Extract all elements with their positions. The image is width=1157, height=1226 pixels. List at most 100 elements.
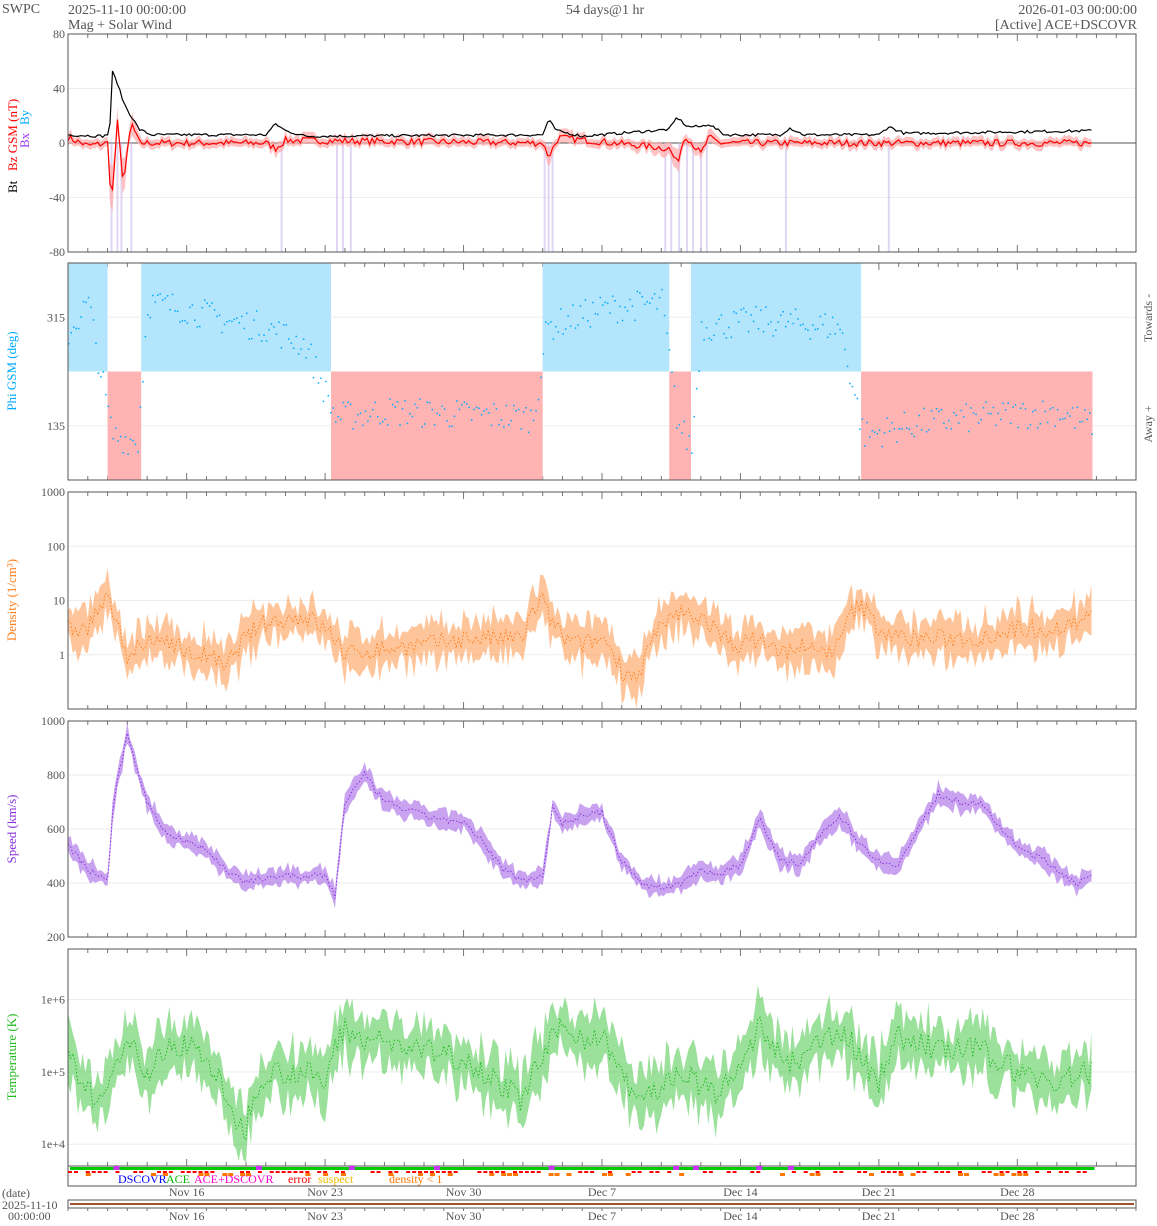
phi-point [1074, 427, 1076, 429]
phi-point [1014, 404, 1017, 406]
phi-point [406, 422, 409, 425]
phi-point [953, 411, 955, 414]
phi-point [1076, 406, 1079, 408]
phi-point [283, 324, 285, 326]
phi-point [310, 343, 312, 346]
phi-point [510, 419, 513, 422]
phi-point [527, 431, 530, 434]
phi-point [641, 295, 644, 298]
phi-point [1061, 418, 1064, 420]
temperature-points [67, 1016, 1092, 1141]
temperature-range [68, 985, 1092, 1163]
phi-point [144, 335, 147, 338]
sector-towards [141, 263, 332, 372]
y-tick-label: 1000 [41, 485, 65, 499]
phi-point [713, 334, 715, 337]
density-mark [607, 1173, 613, 1176]
phi-point [789, 313, 792, 315]
phi-point [730, 336, 733, 339]
phi-point [1024, 408, 1027, 410]
phi-point [199, 325, 201, 328]
error-mark [987, 1171, 992, 1173]
x-tick-label: Nov 16 [169, 1209, 205, 1223]
density-mark [447, 1173, 453, 1176]
phi-point [745, 311, 747, 313]
phi-point [250, 337, 253, 340]
phi-point [614, 300, 616, 302]
phi-point [112, 437, 114, 440]
phi-point [416, 407, 419, 409]
phi-point [357, 413, 359, 416]
phi-point [1009, 422, 1012, 425]
phi-point [777, 321, 780, 323]
phi-point [928, 428, 930, 431]
phi-point [513, 404, 515, 407]
end-time: 2026-01-03 00:00:00 [1018, 3, 1137, 18]
phi-point [218, 314, 221, 316]
dscovr-mark [756, 1166, 763, 1170]
density-mark [898, 1173, 904, 1176]
phi-point [419, 398, 421, 400]
phi-point [967, 430, 970, 433]
phi-point [686, 448, 688, 451]
phi-point [812, 324, 814, 326]
phi-point [461, 403, 463, 406]
phi-point [760, 309, 762, 312]
phi-point [386, 424, 389, 426]
phi-point [552, 338, 555, 340]
phi-point [839, 328, 841, 331]
legend-dscovr: DSCOVR [118, 1172, 167, 1186]
mag-ylabel: Bt Bz GSM (nT) Bx By [5, 99, 32, 193]
phi-point [809, 338, 812, 340]
phi-point [691, 452, 693, 454]
phi-point [740, 308, 742, 311]
error-mark [815, 1171, 820, 1173]
error-mark [524, 1171, 529, 1173]
phi-point [90, 306, 92, 309]
phi-point [775, 329, 777, 331]
y-tick-label: 0 [59, 136, 65, 150]
phi-point [975, 413, 977, 416]
phi-point [433, 424, 436, 426]
phi-point [347, 401, 349, 403]
phi-point [849, 382, 851, 385]
phi-point [925, 430, 928, 433]
phi-point [342, 401, 344, 404]
phi-point [295, 335, 297, 338]
error-mark [97, 1171, 102, 1173]
phi-point [117, 440, 119, 442]
phi-point [688, 435, 691, 437]
phi-point [574, 327, 577, 329]
y-tick-label: 135 [47, 419, 65, 433]
error-mark [1058, 1171, 1063, 1173]
time-span: 54 days@1 hr [566, 3, 645, 18]
error-mark [922, 1171, 927, 1173]
phi-point [987, 412, 990, 415]
phi-point [196, 326, 199, 328]
phi-point [878, 429, 881, 431]
phi-point [77, 327, 80, 330]
phi-point [280, 347, 283, 349]
phi-point [750, 314, 752, 316]
density-points [67, 591, 1092, 682]
phi-point [493, 403, 495, 405]
phi-point [587, 319, 589, 322]
phi-point [621, 319, 624, 322]
y-tick-label: 1000 [41, 714, 65, 728]
phi-point [253, 319, 255, 321]
phi-point [770, 321, 772, 323]
y-tick-label: 1e+5 [41, 1065, 65, 1079]
error-mark [370, 1171, 375, 1173]
phi-point [720, 314, 723, 316]
error-mark [435, 1171, 440, 1173]
phi-point [572, 304, 574, 306]
phi-point [399, 424, 401, 426]
error-mark [1082, 1171, 1087, 1173]
x-tick-label: Dec 28 [1000, 1185, 1034, 1199]
error-mark [530, 1171, 535, 1173]
phi-point [752, 320, 755, 323]
phi-point [1012, 406, 1014, 408]
phi-point [859, 428, 861, 430]
y-tick-label: 40 [53, 82, 65, 96]
phi-point [851, 385, 854, 388]
